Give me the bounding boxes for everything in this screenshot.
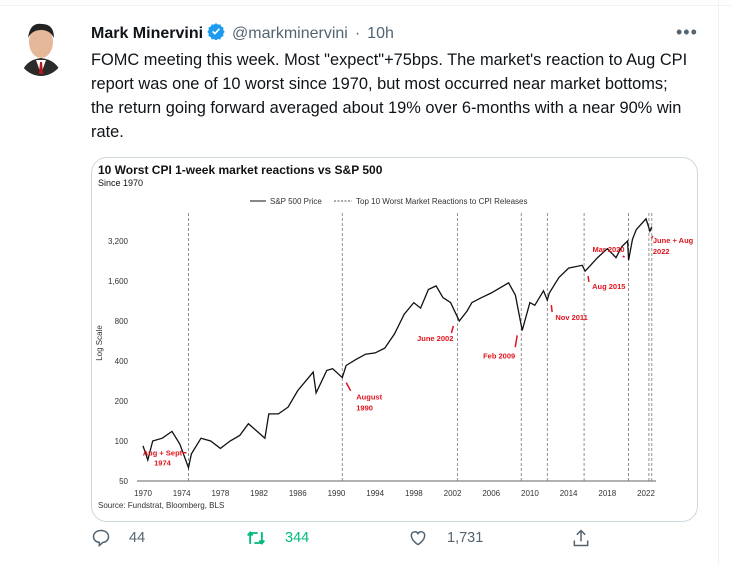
chart: 10 Worst CPI 1-week market reactions vs …	[95, 163, 694, 510]
event-annotation: Aug + Sept	[143, 449, 183, 458]
x-tick-label: 2006	[482, 489, 500, 498]
y-tick-label: 50	[119, 477, 128, 486]
legend-label: Top 10 Worst Market Reactions to CPI Rel…	[356, 197, 527, 206]
chart-title: 10 Worst CPI 1-week market reactions vs …	[98, 163, 383, 177]
annotation-arrow	[650, 235, 654, 239]
event-annotation: June + Aug	[653, 236, 694, 245]
tweet-header: Mark Minervini @markminervini · 10h	[91, 22, 394, 45]
retweet-icon	[246, 531, 266, 545]
y-tick-label: 3,200	[108, 237, 129, 246]
y-axis-label: Log Scale	[95, 325, 104, 361]
x-tick-label: 1970	[134, 489, 152, 498]
x-tick-label: 1978	[211, 489, 229, 498]
x-tick-label: 2002	[444, 489, 462, 498]
y-tick-label: 200	[115, 397, 129, 406]
reply-count: 44	[129, 530, 146, 546]
event-annotation: 2022	[653, 247, 670, 256]
retweet-button[interactable]: 344	[245, 528, 309, 548]
divider	[0, 5, 731, 6]
x-tick-label: 1994	[366, 489, 384, 498]
x-tick-label: 1986	[289, 489, 307, 498]
x-tick-label: 1974	[173, 489, 191, 498]
event-annotation: Feb 2009	[483, 351, 515, 360]
x-tick-label: 1990	[328, 489, 346, 498]
event-annotation: 1974	[154, 459, 172, 468]
event-annotation: June 2002	[417, 334, 453, 343]
sp500-line	[142, 217, 653, 471]
author-handle[interactable]: @markminervini	[232, 24, 348, 42]
legend-label: S&P 500 Price	[270, 197, 322, 206]
chart-subtitle: Since 1970	[98, 178, 143, 188]
reply-icon	[92, 529, 110, 548]
tweet-text: FOMC meeting this week. Most "expect"+75…	[91, 51, 688, 141]
y-tick-label: 1,600	[108, 277, 129, 286]
y-tick-label: 800	[115, 317, 129, 326]
x-tick-label: 2010	[521, 489, 539, 498]
event-annotation: August	[356, 393, 382, 402]
chart-source: Source: Fundstrat, Bloomberg, BLS	[98, 501, 224, 510]
author-name[interactable]: Mark Minervini	[91, 24, 204, 42]
share-icon	[573, 529, 589, 547]
y-tick-label: 100	[115, 437, 129, 446]
event-annotation: Nov 2011	[555, 313, 588, 322]
x-tick-label: 2022	[637, 489, 655, 498]
heart-icon	[410, 531, 426, 546]
like-button[interactable]: 1,731	[407, 528, 483, 548]
y-tick-label: 400	[115, 357, 129, 366]
tweet-actions: 44 344 1,731	[91, 528, 611, 552]
x-tick-label: 1998	[405, 489, 423, 498]
annotation-arrow	[345, 382, 352, 392]
chart-image[interactable]: 10 Worst CPI 1-week market reactions vs …	[91, 157, 698, 522]
ellipsis-icon[interactable]: •••	[676, 22, 698, 42]
event-annotation: Aug 2015	[592, 282, 625, 291]
like-count: 1,731	[447, 530, 484, 546]
annotation-arrow	[587, 275, 590, 282]
avatar[interactable]	[16, 18, 66, 76]
share-button[interactable]	[571, 528, 591, 548]
event-annotation: 1990	[356, 404, 373, 413]
annotation-arrow	[450, 325, 455, 334]
x-tick-label: 2014	[560, 489, 578, 498]
annotation-arrow	[622, 255, 625, 258]
divider	[718, 0, 719, 565]
annotation-arrow	[550, 304, 553, 313]
verified-badge-icon	[207, 22, 225, 45]
timestamp[interactable]: 10h	[367, 24, 394, 42]
annotation-arrow	[514, 335, 518, 348]
event-annotation: Mar 2020	[592, 245, 624, 254]
x-tick-label: 2018	[598, 489, 616, 498]
separator: ·	[354, 24, 361, 42]
x-tick-label: 1982	[250, 489, 268, 498]
reply-button[interactable]: 44	[91, 528, 145, 548]
retweet-count: 344	[285, 530, 310, 546]
